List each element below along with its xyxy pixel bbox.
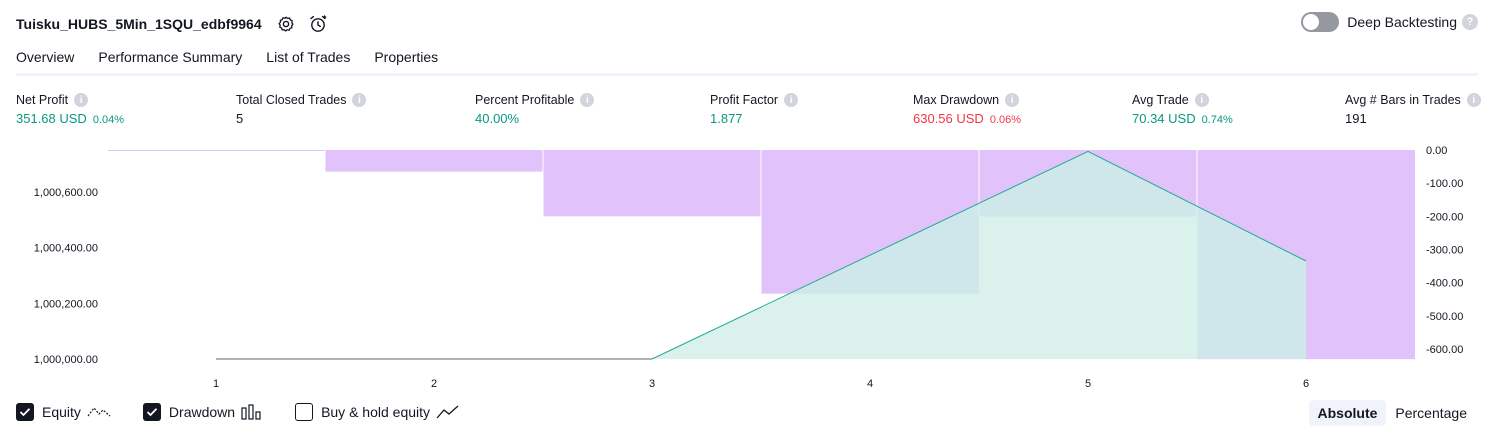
- metric-label: Avg # Bars in Trades: [1345, 93, 1461, 107]
- strategy-title: Tuisku_HUBS_5Min_1SQU_edbf9964: [16, 16, 262, 32]
- tabs-divider: [16, 73, 1478, 76]
- metric-value: 5: [236, 111, 244, 126]
- y-right-tick-label: 0.00: [1426, 145, 1447, 157]
- view-mode-switch: Absolute Percentage: [1308, 400, 1477, 426]
- legend-equity[interactable]: Equity: [16, 403, 111, 421]
- tab-overview[interactable]: Overview: [16, 44, 75, 76]
- x-axis: 1 2 3 4 5 6: [213, 378, 1309, 390]
- y-left-tick-label: 1,000,000.00: [34, 354, 98, 366]
- metric-label: Total Closed Trades: [236, 93, 347, 107]
- metric-avg-bars-in-trades: Avg # Bars in Trades i 191: [1345, 93, 1481, 126]
- toggle-knob: [1303, 14, 1320, 30]
- info-icon[interactable]: i: [1466, 93, 1481, 107]
- y-axis-left: 1,000,000.00 1,000,200.00 1,000,400.00 1,00…: [34, 187, 98, 366]
- deep-backtesting-toggle[interactable]: [1301, 12, 1340, 32]
- metric-label: Net Profit: [16, 93, 69, 107]
- metric-label: Avg Trade: [1132, 93, 1189, 107]
- metric-value: 40.00%: [475, 111, 520, 126]
- y-right-tick-label: -500.00: [1426, 311, 1463, 323]
- drawdown-bars-icon: [241, 404, 261, 420]
- y-left-tick-label: 1,000,200.00: [34, 298, 98, 310]
- metric-profit-factor: Profit Factor i 1.877: [710, 93, 799, 126]
- x-tick-label: 3: [649, 378, 655, 390]
- x-tick-label: 2: [431, 378, 437, 390]
- strategy-header: Tuisku_HUBS_5Min_1SQU_edbf9964: [16, 10, 328, 38]
- legend-label: Buy & hold equity: [321, 404, 431, 420]
- equity-area: [216, 151, 1306, 359]
- absolute-button[interactable]: Absolute: [1308, 400, 1387, 426]
- metric-total-closed-trades: Total Closed Trades i 5: [236, 93, 367, 126]
- equity-line-icon: [87, 407, 111, 417]
- percentage-button[interactable]: Percentage: [1395, 405, 1467, 421]
- legend-label: Drawdown: [168, 404, 236, 420]
- metric-label: Percent Profitable: [475, 93, 575, 107]
- metric-label: Max Drawdown: [913, 93, 1000, 107]
- drawdown-bar: [543, 150, 761, 217]
- y-right-tick-label: -600.00: [1426, 344, 1463, 356]
- metric-max-drawdown: Max Drawdown i 630.56 USD 0.06%: [913, 93, 1021, 126]
- info-icon[interactable]: i: [1194, 93, 1209, 107]
- tab-properties[interactable]: Properties: [374, 49, 439, 65]
- x-tick-label: 1: [213, 378, 219, 390]
- metric-value: 70.34 USD: [1132, 111, 1196, 126]
- equity-series: [216, 150, 1307, 360]
- metric-label: Profit Factor: [710, 93, 779, 107]
- y-right-tick-label: -200.00: [1426, 211, 1463, 223]
- y-left-tick-label: 1,000,600.00: [34, 187, 98, 199]
- metric-value: 630.56 USD: [913, 111, 984, 126]
- metric-avg-trade: Avg Trade i 70.34 USD 0.74%: [1132, 93, 1233, 126]
- info-icon[interactable]: i: [784, 93, 799, 107]
- y-left-tick-label: 1,000,400.00: [34, 243, 98, 255]
- deep-backtesting-label: Deep Backtesting: [1347, 14, 1457, 30]
- buy-hold-line-icon: [436, 405, 459, 419]
- x-tick-label: 6: [1303, 378, 1309, 390]
- metric-value: 1.877: [710, 111, 743, 126]
- info-icon[interactable]: i: [352, 93, 367, 107]
- metric-value: 191: [1345, 111, 1367, 126]
- alarm-clock-icon[interactable]: [308, 14, 328, 34]
- metric-percent: 0.74%: [1201, 114, 1233, 126]
- legend-buy-hold-equity[interactable]: Buy & hold equity: [295, 403, 460, 421]
- legend-drawdown[interactable]: Drawdown: [142, 403, 263, 421]
- report-tabs: Overview Performance Summary List of Tra…: [16, 44, 462, 76]
- x-tick-label: 4: [867, 378, 873, 390]
- equity-drawdown-chart[interactable]: 1,000,000.00 1,000,200.00 1,000,400.00 1,00…: [0, 138, 1494, 398]
- deep-backtesting-control: Deep Backtesting ?: [1301, 12, 1478, 32]
- y-right-tick-label: -100.00: [1426, 178, 1463, 190]
- settings-gear-icon[interactable]: [276, 14, 296, 34]
- drawdown-checkbox[interactable]: [142, 403, 161, 421]
- metric-percent-profitable: Percent Profitable i 40.00%: [475, 93, 595, 126]
- tab-performance-summary[interactable]: Performance Summary: [98, 49, 243, 65]
- info-icon[interactable]: i: [74, 93, 89, 107]
- info-icon[interactable]: i: [580, 93, 595, 107]
- metric-percent: 0.04%: [92, 114, 125, 126]
- metric-percent: 0.06%: [989, 114, 1022, 126]
- y-right-tick-label: -400.00: [1426, 278, 1463, 290]
- metric-net-profit: Net Profit i 351.68 USD 0.04%: [16, 93, 124, 126]
- info-icon[interactable]: i: [1005, 93, 1020, 107]
- x-tick-label: 5: [1085, 378, 1091, 390]
- chart-legend: Equity Drawdown Buy & hold equity: [16, 403, 492, 421]
- y-axis-right: 0.00 -100.00 -200.00 -300.00 -400.00 -500.00 -…: [1426, 145, 1463, 356]
- drawdown-bar: [108, 150, 325, 151]
- tab-list-of-trades[interactable]: List of Trades: [266, 49, 351, 65]
- y-right-tick-label: -300.00: [1426, 245, 1463, 257]
- legend-label: Equity: [42, 404, 81, 420]
- buy-hold-checkbox[interactable]: [295, 403, 314, 421]
- metric-value: 351.68 USD: [16, 111, 87, 126]
- help-icon[interactable]: ?: [1462, 14, 1478, 30]
- equity-line: [651, 150, 1307, 360]
- drawdown-bar: [325, 150, 543, 172]
- equity-checkbox[interactable]: [16, 403, 34, 421]
